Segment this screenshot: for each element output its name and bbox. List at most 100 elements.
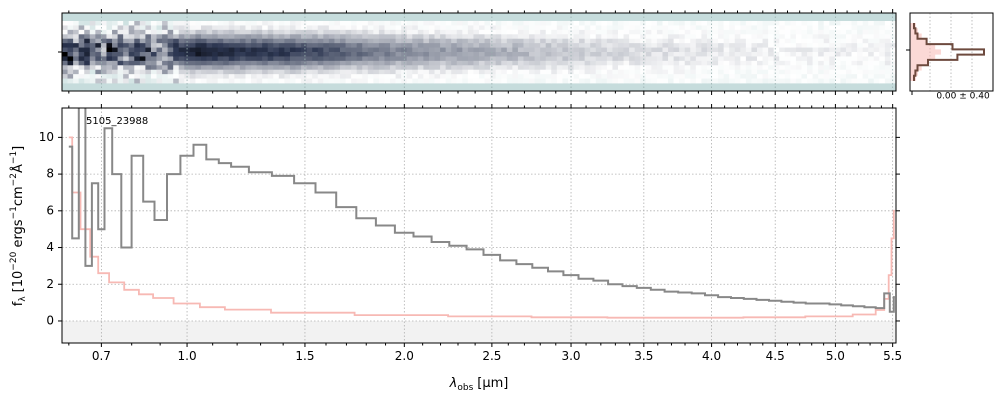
heat-cell (606, 78, 613, 84)
heat-cell (879, 47, 886, 53)
heat-cell (868, 69, 875, 75)
heat-cell (551, 21, 558, 26)
heat-cell (801, 34, 808, 40)
heat-cell (128, 21, 135, 26)
heat-cell (162, 69, 169, 75)
heat-cell (334, 43, 341, 48)
heat-cell (317, 69, 324, 75)
heat-cell (62, 78, 68, 84)
heat-cell (201, 78, 207, 84)
heat-cell (106, 21, 113, 26)
heat-cell (495, 47, 502, 53)
heat-cell (345, 25, 352, 31)
heat-cell (601, 29, 608, 35)
heat-cell (818, 21, 825, 26)
heat-cell (795, 69, 802, 75)
heat-cell (812, 29, 819, 35)
heat-cell (167, 47, 174, 53)
heat-cell (668, 60, 674, 66)
heat-cell (884, 52, 891, 57)
heat-cell (245, 29, 252, 35)
heat-cell (890, 43, 896, 48)
heat-cell (462, 21, 469, 26)
heat-cell (117, 29, 124, 35)
heat-cell (579, 34, 586, 40)
heat-cell (206, 25, 213, 31)
heat-cell (262, 52, 269, 57)
heat-cell (762, 34, 769, 40)
heat-cell (362, 52, 369, 57)
heat-cell (378, 78, 385, 84)
heat-cell (801, 78, 808, 84)
heat-cell (595, 56, 602, 62)
heat-cell (706, 78, 713, 84)
heat-cell (234, 38, 241, 44)
heat-cell (440, 69, 447, 75)
heat-cell (584, 29, 591, 35)
heat-cell (173, 21, 180, 26)
heat-cell (529, 47, 535, 53)
heat-cell (695, 34, 702, 40)
heat-cell (356, 21, 363, 26)
heat-cell (651, 69, 658, 75)
heat-cell (406, 34, 413, 40)
heat-cell (829, 56, 836, 62)
heat-cell (312, 43, 319, 48)
heat-cell (506, 47, 513, 53)
heat-cell (334, 38, 341, 44)
heat-cell (223, 25, 230, 31)
heat-cell (873, 60, 880, 66)
heat-cell (195, 78, 202, 84)
heat-cell (95, 69, 102, 75)
heat-cell (390, 60, 396, 66)
heat-cell (768, 21, 775, 26)
heat-cell (829, 25, 836, 31)
heat-cell (645, 74, 652, 79)
heat-cell (273, 74, 280, 79)
heat-cell (312, 34, 319, 40)
heat-cell (212, 56, 219, 62)
heat-cell (273, 43, 280, 48)
heat-cell (323, 47, 330, 53)
heat-cell (262, 69, 269, 75)
heat-cell (340, 43, 346, 48)
heat-cell (345, 47, 352, 53)
heat-cell (440, 21, 447, 26)
heat-cell (612, 43, 619, 48)
heat-cell (95, 60, 102, 66)
heat-cell (790, 65, 797, 71)
heat-cell (440, 74, 447, 79)
heat-cell (517, 47, 524, 53)
heat-cell (873, 78, 880, 84)
heat-cell (757, 60, 763, 66)
heat-cell (139, 43, 146, 48)
heat-cell (579, 25, 586, 31)
heat-cell (412, 52, 419, 57)
heat-cell (217, 69, 224, 75)
heat-cell (840, 65, 847, 71)
heat-cell (529, 29, 535, 35)
heat-cell (829, 69, 836, 75)
heat-cell (757, 29, 763, 35)
heat-cell (262, 29, 269, 35)
heat-cell (301, 25, 308, 31)
heat-cell (273, 60, 280, 66)
heat-cell (417, 38, 424, 44)
heat-cell (351, 56, 358, 62)
heat-cell (145, 38, 152, 44)
heat-cell (868, 29, 875, 35)
heat-cell (256, 56, 263, 62)
heat-cell (367, 43, 374, 48)
heat-cell (239, 25, 246, 31)
heat-cell (590, 25, 597, 31)
heat-cell (267, 43, 274, 48)
heat-cell (795, 25, 802, 31)
heat-cell (212, 34, 219, 40)
heat-cell (150, 69, 157, 75)
heat-cell (334, 60, 341, 66)
heat-cell (367, 38, 374, 44)
heat-cell (128, 60, 135, 66)
heat-cell (223, 52, 230, 57)
heat-cell (323, 65, 330, 71)
heat-cell (695, 21, 702, 26)
